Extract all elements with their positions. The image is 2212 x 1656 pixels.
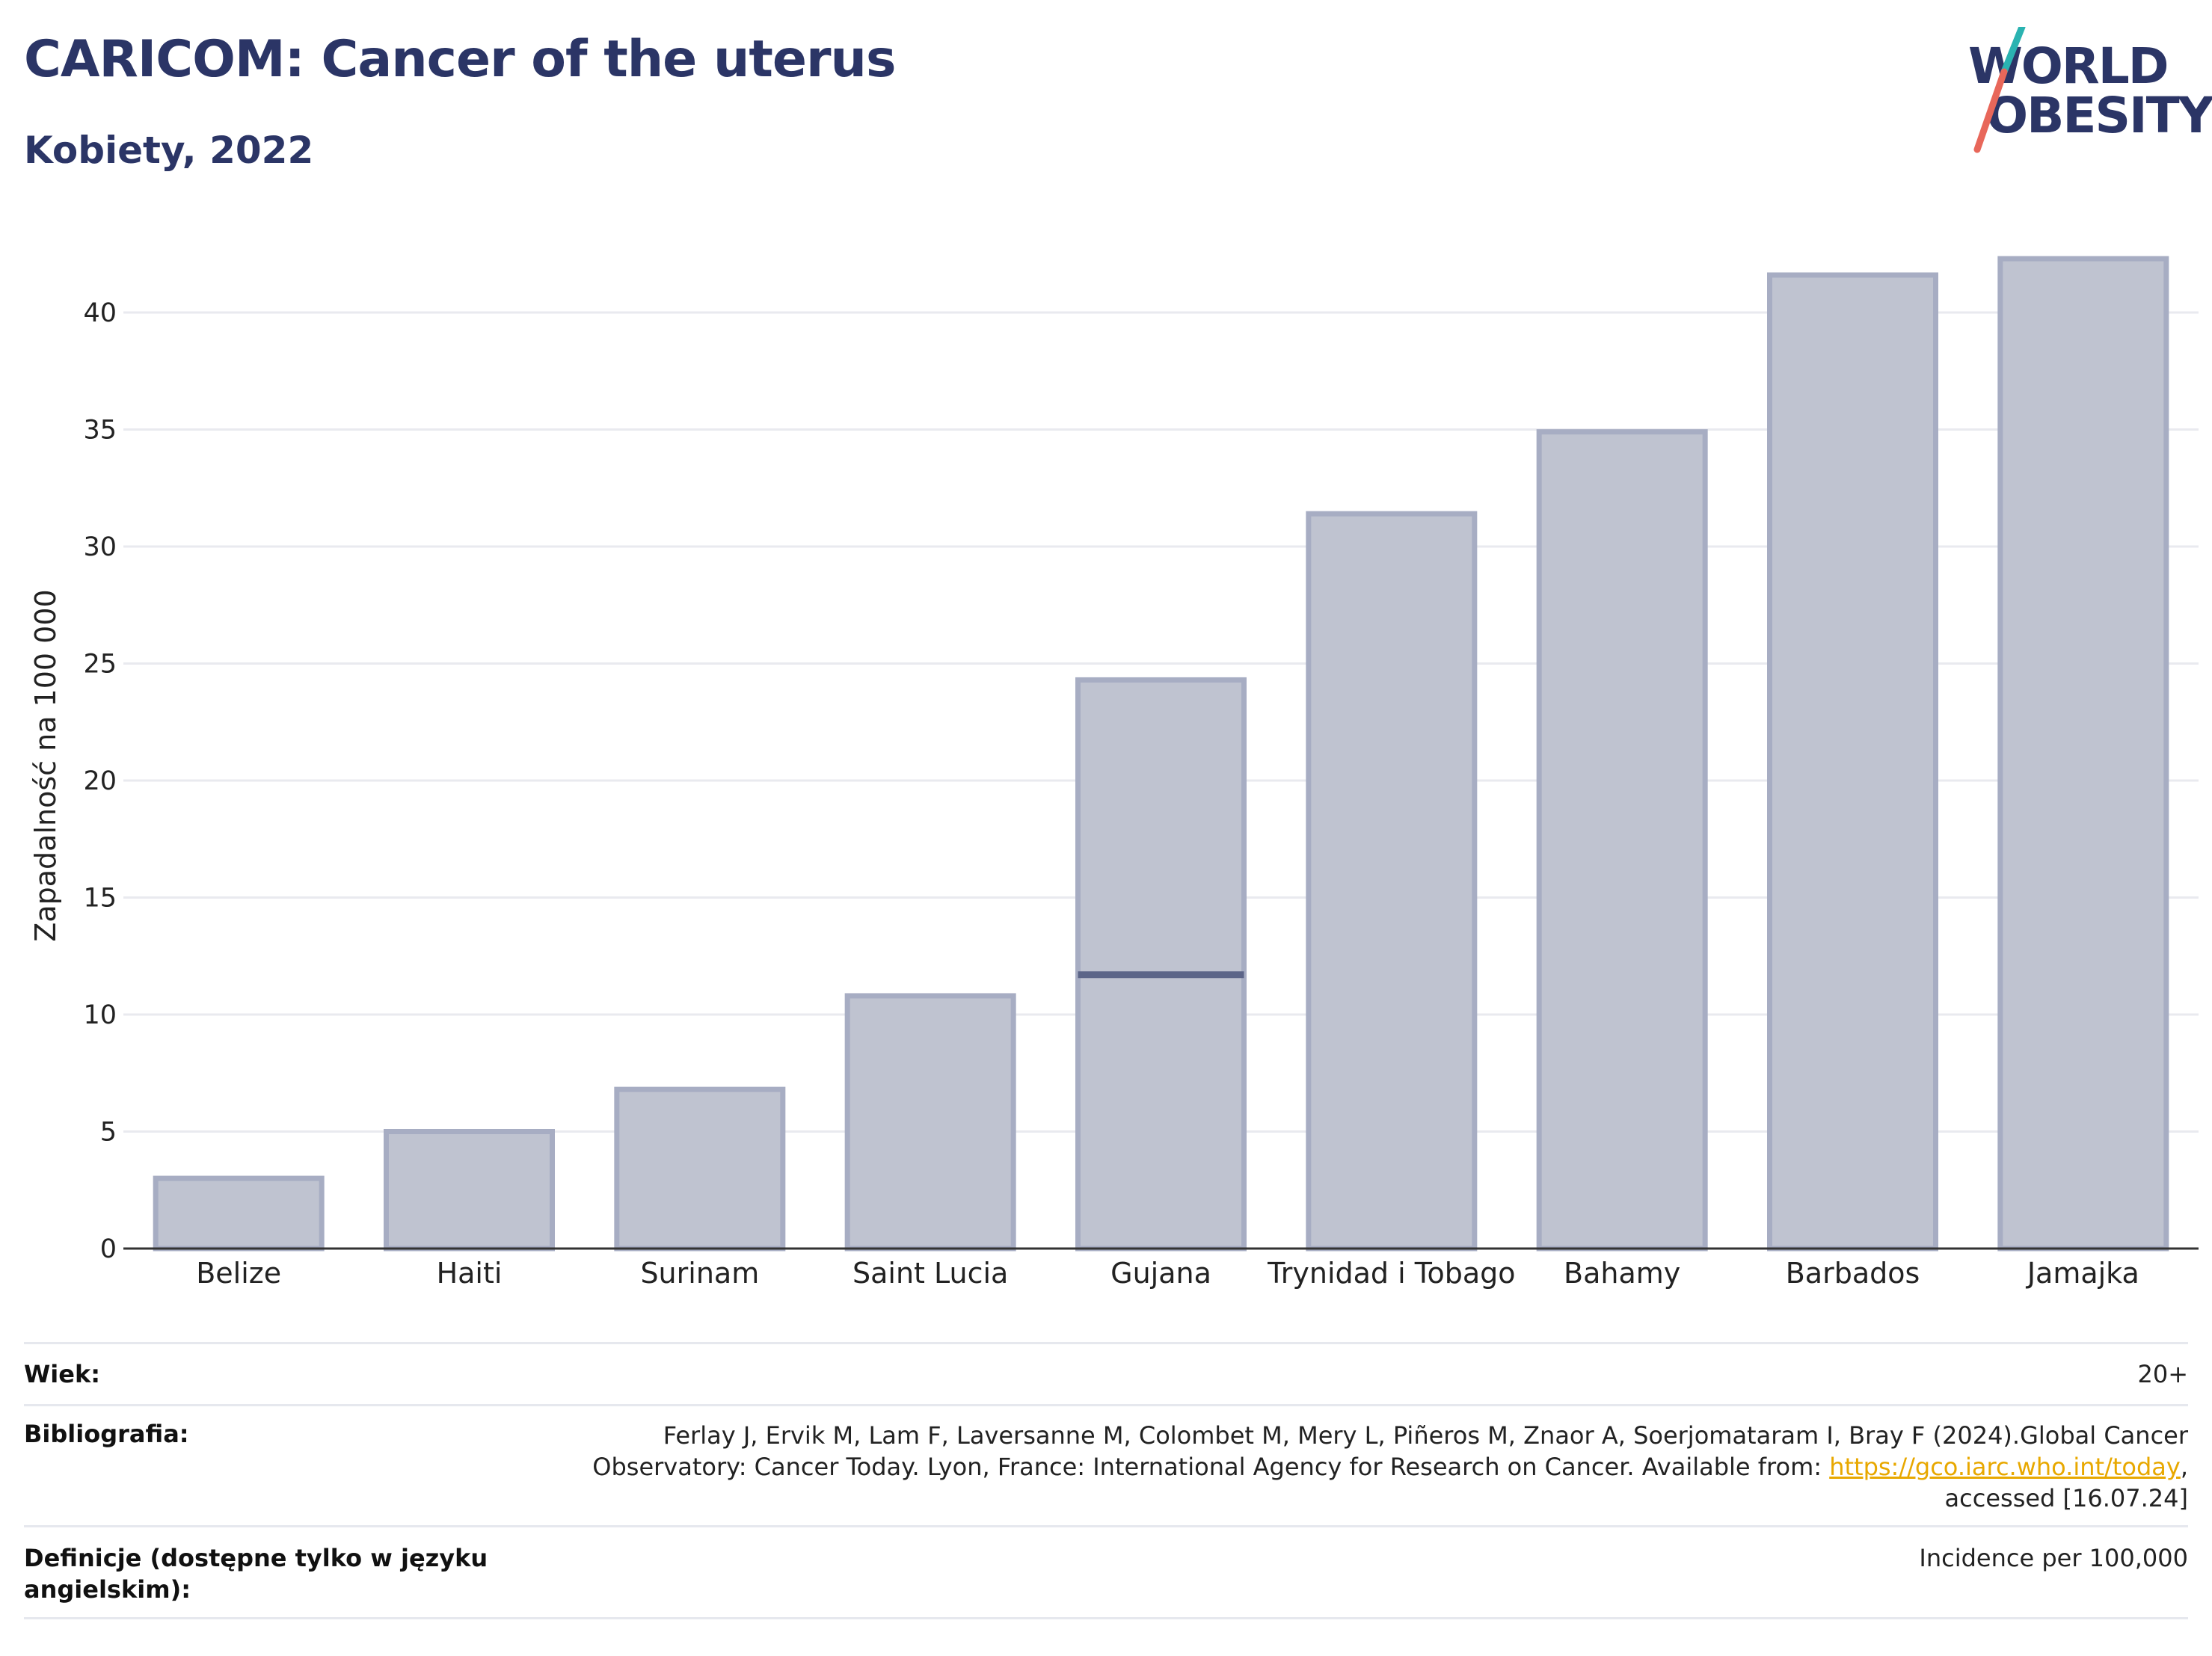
logo-slash-icon: [1973, 27, 2026, 153]
bar: [1997, 256, 2169, 1252]
x-tick-label: Surinam: [640, 1257, 759, 1290]
x-tick-label: Trynidad i Tobago: [1267, 1257, 1515, 1290]
logo-text-obesity: OBESITY: [1986, 87, 2212, 144]
y-tick-label: 15: [83, 884, 117, 914]
source-link[interactable]: https://gco.iarc.who.int/today: [1829, 1453, 2181, 1481]
x-tick-label: Gujana: [1110, 1257, 1211, 1290]
bibliography-line-2: Observatory: Cancer Today. Lyon, France:…: [592, 1453, 2188, 1481]
x-tick-label: Belize: [196, 1257, 281, 1290]
bibliography-line-3: accessed [16.07.24]: [1944, 1484, 2188, 1512]
bar: [1306, 511, 1478, 1252]
age-value: 20+: [2137, 1360, 2188, 1388]
chart-subtitle: Kobiety, 2022: [24, 129, 314, 172]
y-tick-label: 40: [83, 298, 117, 328]
x-tick-label: Barbados: [1786, 1257, 1920, 1290]
bibliography-label: Bibliografia:: [24, 1420, 189, 1448]
y-tick-label: 35: [83, 416, 117, 446]
footer-row-age: Wiek: 20+: [24, 1342, 2188, 1404]
x-tick-label: Haiti: [437, 1257, 503, 1290]
x-tick-label: Jamajka: [2026, 1257, 2139, 1290]
footer-row-bibliography: Bibliografia: Ferlay J, Ervik M, Lam F, …: [24, 1404, 2188, 1525]
age-label: Wiek:: [24, 1360, 101, 1388]
chart-footer: Wiek: 20+ Bibliografia: Ferlay J, Ervik …: [24, 1342, 2188, 1619]
definitions-label: Definicje (dostępne tylko w języku angie…: [24, 1544, 488, 1604]
footer-row-definitions: Definicje (dostępne tylko w języku angie…: [24, 1525, 2188, 1619]
bar: [1767, 272, 1938, 1252]
bar: [384, 1129, 555, 1252]
chart-title: CARICOM: Cancer of the uterus: [24, 30, 896, 89]
definitions-value: Incidence per 100,000: [1919, 1544, 2188, 1572]
y-tick-label: 30: [83, 532, 117, 562]
bibliography-value: Ferlay J, Ervik M, Lam F, Laversanne M, …: [592, 1420, 2188, 1525]
x-tick-label: Bahamy: [1564, 1257, 1680, 1290]
bar: [1075, 677, 1247, 1252]
y-tick-label: 25: [83, 650, 117, 680]
bar-chart: 0 5 10 15 20 25 30 35 40 Zapadalność na 100 000 Be…: [29, 256, 2199, 1290]
y-tick-label: 20: [83, 766, 117, 796]
y-tick-label: 0: [100, 1234, 117, 1264]
bar: [614, 1086, 786, 1252]
x-tick-label: Saint Lucia: [852, 1257, 1008, 1290]
bar: [844, 993, 1016, 1252]
bar: [153, 1175, 325, 1252]
y-axis-label: Zapadalność na 100 000: [29, 589, 62, 941]
y-tick-label: 10: [83, 1000, 117, 1030]
y-tick-label: 5: [100, 1118, 117, 1148]
bibliography-line-1: Ferlay J, Ervik M, Lam F, Laversanne M, …: [663, 1421, 2188, 1450]
bar: [1536, 429, 1708, 1252]
world-obesity-logo: WORLD OBESITY: [1959, 27, 2212, 161]
